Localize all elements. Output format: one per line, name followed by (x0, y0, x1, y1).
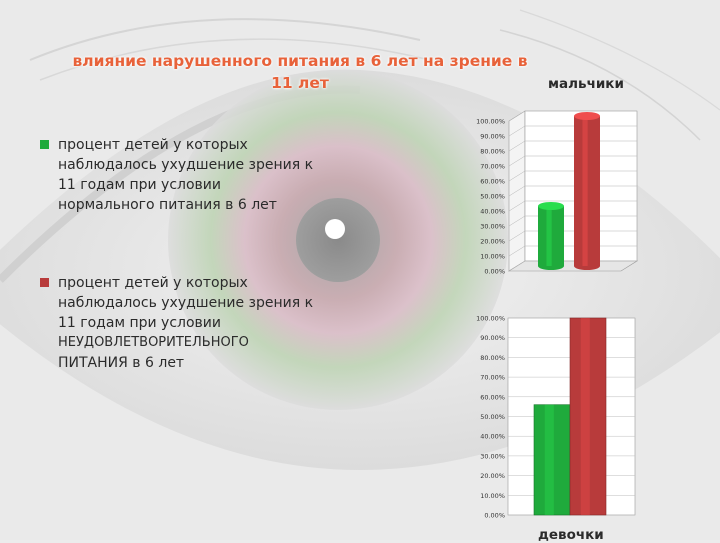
red-swatch-icon (40, 278, 49, 287)
y-tick-label: 100.00% (476, 315, 505, 323)
y-tick-label: 90.00% (480, 334, 505, 342)
legend-line: НЕУДОВЛЕТВОРИТЕЛЬНОГО (58, 335, 249, 350)
legend-line: процент детей у которых (58, 137, 248, 153)
legend-line: наблюдалось ухудшение зрения к (58, 295, 314, 311)
y-tick-label: 60.00% (480, 178, 505, 186)
y-tick-label: 0.00% (484, 512, 505, 520)
legend-line: процент детей у которых (58, 275, 248, 291)
bar-highlight (544, 404, 554, 515)
boys-chart: 0.00% 10.00% 20.00% 30.00% 40.00% 50.00% 60.00… (476, 110, 639, 276)
legend-line: нормального питания в 6 лет (58, 197, 277, 213)
legend-poor-nutrition: процент детей у которых наблюдалось ухуд… (38, 273, 338, 373)
y-tick-label: 10.00% (480, 492, 505, 500)
bar-highlight (546, 206, 552, 266)
bar-cap (574, 112, 600, 120)
legend-item: процент детей у которых наблюдалось ухуд… (38, 273, 338, 373)
chart-title-girls: девочки (538, 527, 604, 543)
y-tick-label: 80.00% (480, 148, 505, 156)
floor (507, 260, 639, 272)
y-tick-label: 20.00% (480, 238, 505, 246)
y-tick-label: 40.00% (480, 433, 505, 441)
bar-cap (538, 202, 564, 210)
bar-highlight (580, 318, 590, 515)
y-tick-label: 10.00% (480, 253, 505, 261)
slide-title: влияние нарушенного питания в 6 лет на з… (40, 50, 560, 94)
legend-normal-nutrition: процент детей у которых наблюдалось ухуд… (38, 135, 338, 215)
y-tick-label: 90.00% (480, 133, 505, 141)
y-tick-label: 60.00% (480, 393, 505, 401)
y-tick-label: 100.00% (476, 118, 505, 126)
y-tick-label: 70.00% (480, 374, 505, 382)
bar (533, 404, 571, 516)
y-tick-label: 40.00% (480, 208, 505, 216)
y-tick-label: 30.00% (480, 452, 505, 460)
bar-highlight (582, 116, 588, 266)
slide-title-line2: 11 лет (271, 74, 329, 92)
gridline (508, 110, 637, 122)
y-tick-label: 20.00% (480, 472, 505, 480)
slide-title-line1: влияние нарушенного питания в 6 лет на з… (72, 52, 528, 70)
legend-line: ПИТАНИЯ в 6 лет (58, 355, 185, 371)
legend-item: процент детей у которых наблюдалось ухуд… (38, 135, 338, 215)
y-tick-label: 30.00% (480, 223, 505, 231)
chart-title-boys: мальчики (548, 76, 624, 92)
green-swatch-icon (40, 140, 49, 149)
legend-line: 11 годам при условии (58, 177, 221, 193)
legend-line: 11 годам при условии (58, 315, 221, 331)
legend-line: наблюдалось ухудшение зрения к (58, 157, 314, 173)
y-tick-label: 80.00% (480, 354, 505, 362)
y-tick-label: 50.00% (480, 193, 505, 201)
y-tick-label: 50.00% (480, 413, 505, 421)
bar (569, 317, 607, 516)
y-tick-label: 0.00% (484, 268, 505, 276)
girls-chart: 0.00% 10.00% 20.00% 30.00% 40.00% 50.00% 60.00… (476, 315, 636, 520)
y-tick-label: 70.00% (480, 163, 505, 171)
